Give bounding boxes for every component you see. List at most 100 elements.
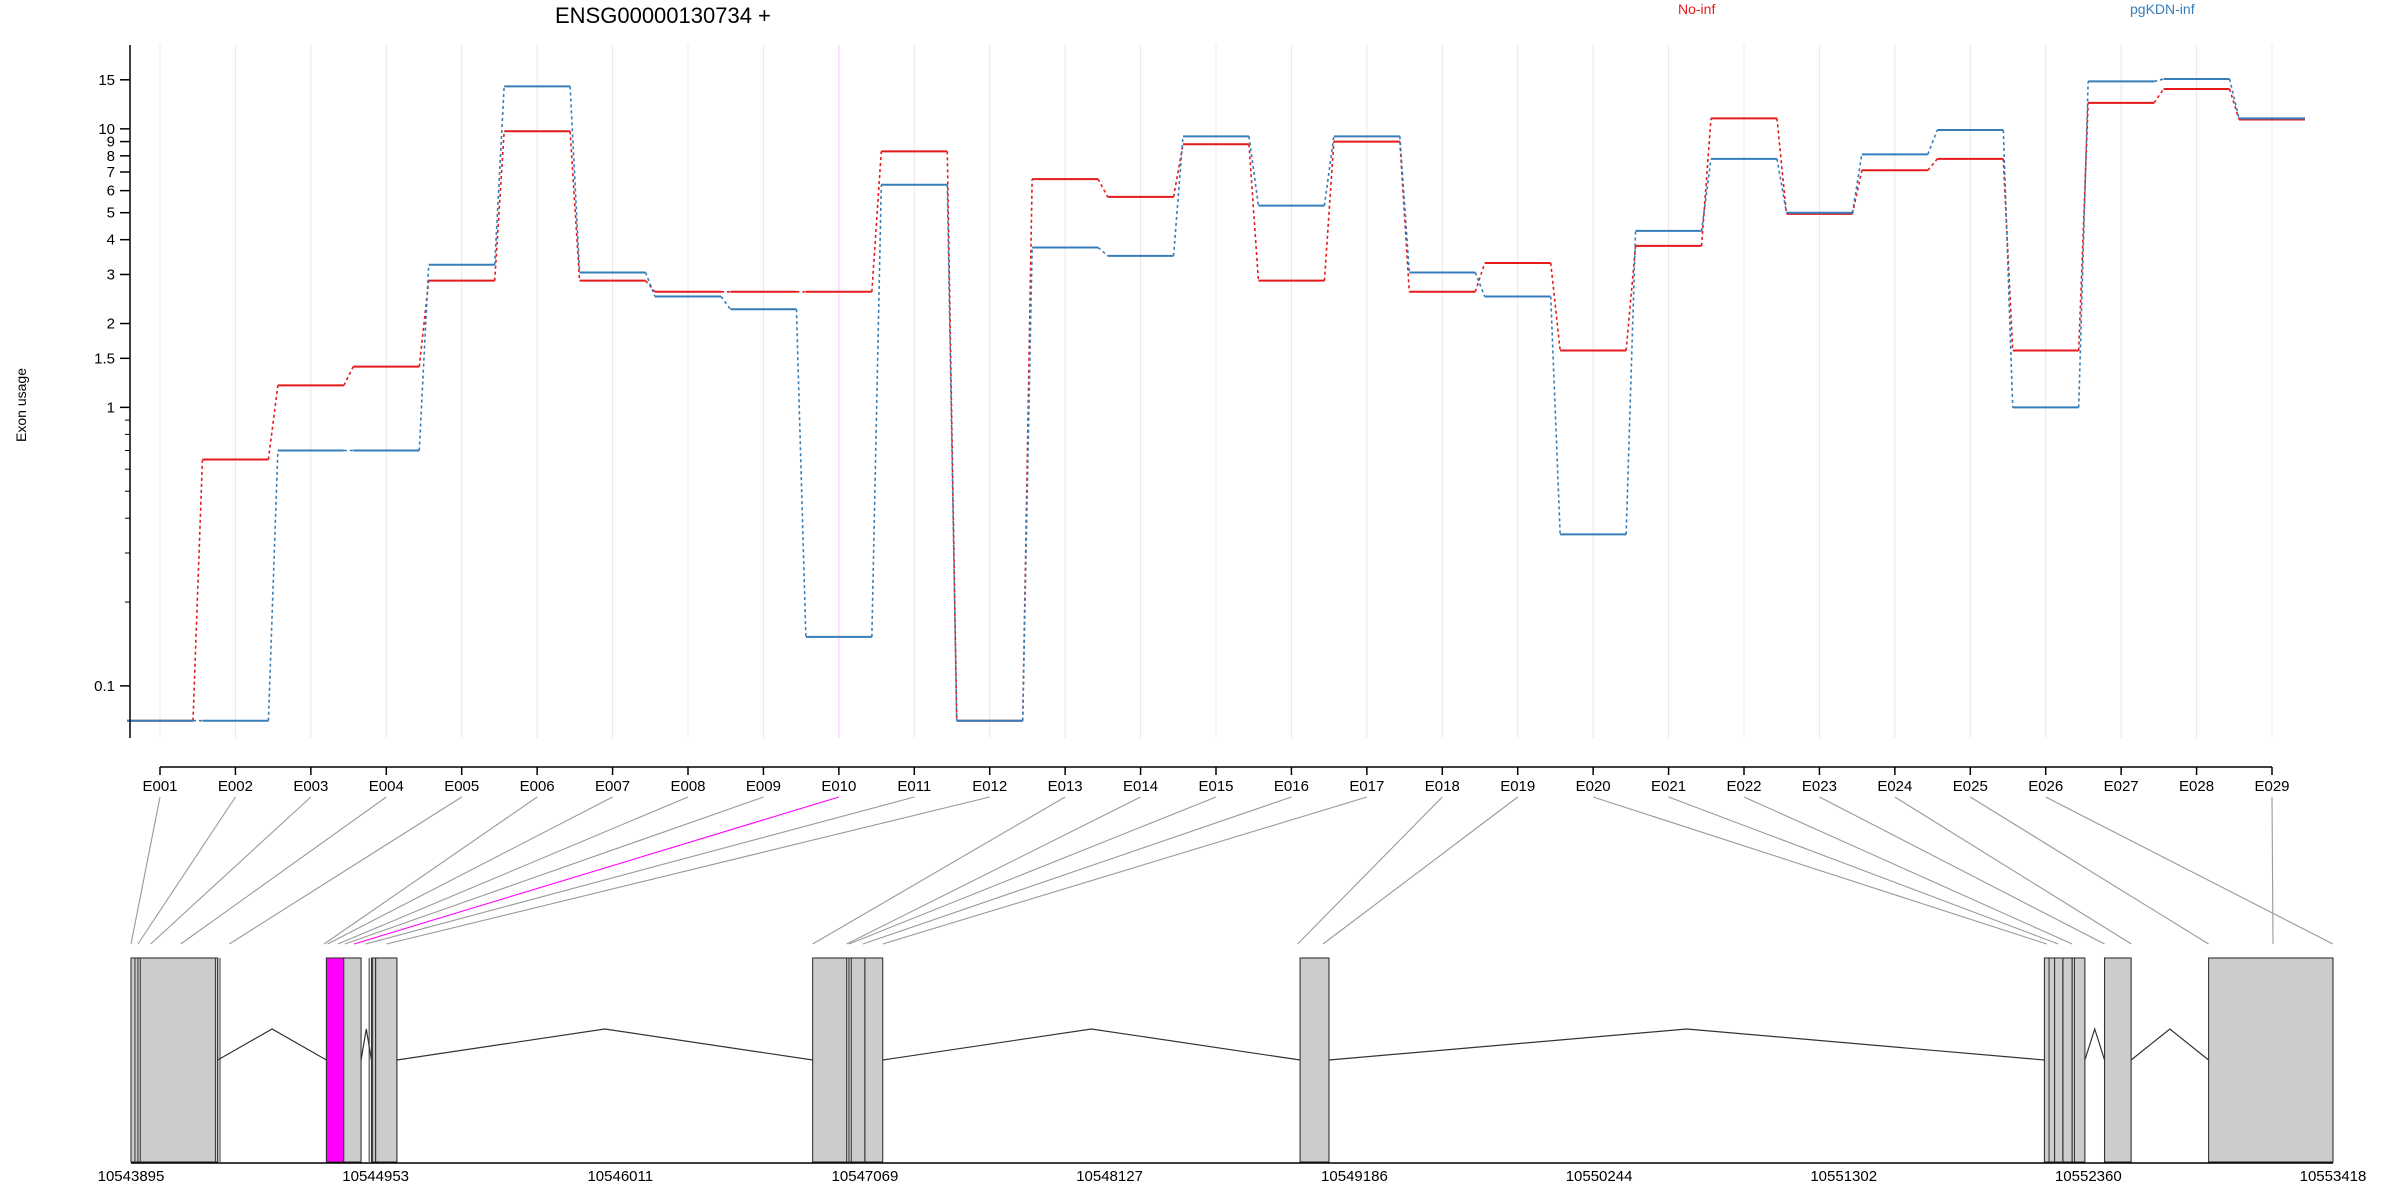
exon-connector — [812, 796, 1066, 945]
genomic-tick-label: 10551302 — [1810, 1168, 1877, 1185]
connecting-step — [1097, 178, 1109, 198]
genomic-tick-label: 10553418 — [2300, 1168, 2367, 1185]
connecting-step — [644, 272, 656, 297]
x-tick-label: E012 — [972, 778, 1007, 795]
exon-connector — [882, 796, 1368, 945]
connecting-step — [267, 385, 279, 460]
x-tick-label: E023 — [1802, 778, 1837, 795]
x-tick-label: E025 — [1953, 778, 1988, 795]
exon-block — [2208, 957, 2334, 1163]
exon-connector — [1969, 796, 2209, 945]
intron-line — [217, 1028, 327, 1061]
x-tick-label: E003 — [293, 778, 328, 795]
connecting-step — [1097, 246, 1109, 257]
connecting-step — [2002, 158, 2014, 351]
genomic-coordinate-axis: 10543895 10544953 10546011 10547069 10548127… — [98, 1162, 2367, 1185]
connecting-step — [1248, 144, 1260, 281]
connecting-step — [1172, 136, 1184, 256]
legend-no-inf: No-inf — [1678, 1, 1715, 17]
intron-line — [2130, 1028, 2209, 1061]
x-tick-label: E021 — [1651, 778, 1686, 795]
genomic-tick-label: 10552360 — [2055, 1168, 2122, 1185]
series-lines — [127, 77, 2305, 722]
y-tick-label: 8 — [107, 148, 115, 165]
exon-block — [2103, 957, 2132, 1163]
exon-connector — [137, 796, 236, 945]
intron-line — [882, 1028, 1301, 1061]
y-tick-label: 3 — [107, 266, 115, 283]
connecting-step — [343, 366, 354, 386]
exon-connector — [180, 796, 387, 945]
connecting-step — [493, 86, 505, 265]
connecting-step — [569, 86, 581, 273]
exon-connector — [2271, 796, 2274, 945]
x-tick-label: E024 — [1877, 778, 1912, 795]
legend-pgkdn-inf: pgKDN-inf — [2130, 1, 2195, 17]
genomic-tick-label: 10544953 — [342, 1168, 409, 1185]
exon-connector — [327, 796, 613, 945]
highlighted-exon-block — [325, 957, 345, 1163]
y-tick-label: 0.1 — [94, 678, 115, 695]
x-tick-label: E009 — [746, 778, 781, 795]
exon-block — [2071, 957, 2086, 1163]
x-tick-label: E017 — [1349, 778, 1384, 795]
exon-block — [2054, 957, 2064, 1163]
y-tick-label: 1 — [107, 399, 115, 416]
exon-connector — [862, 796, 1292, 945]
connecting-step — [795, 309, 807, 637]
exon-connector — [228, 796, 463, 945]
connecting-step — [2077, 81, 2089, 408]
intron-line — [1328, 1028, 2045, 1061]
connecting-step — [2077, 102, 2089, 351]
y-tick-label: 7 — [107, 164, 115, 181]
connecting-step — [1021, 247, 1033, 721]
exon-block — [812, 957, 866, 1163]
connecting-step — [1700, 158, 1712, 232]
exon-block — [375, 957, 398, 1163]
exon-block — [1299, 957, 1330, 1163]
connecting-step — [1323, 141, 1335, 281]
x-tick-label: E027 — [2104, 778, 2139, 795]
connecting-step — [2153, 78, 2164, 83]
exon-connector — [150, 796, 312, 945]
connecting-step — [1927, 158, 1938, 171]
vertical-gridlines — [159, 45, 2273, 738]
connecting-step — [1399, 136, 1411, 273]
genomic-tick-label: 10547069 — [832, 1168, 899, 1185]
x-tick-label: E008 — [670, 778, 705, 795]
x-axis: E001 E002 E003 E004 E005 E006 E007 E008 E009 E010… — [142, 766, 2290, 795]
connecting-step — [2228, 78, 2240, 119]
exon-connector — [353, 796, 840, 945]
exon-connector — [1297, 796, 1443, 945]
exon-connector — [1668, 796, 2059, 945]
exon-connector-lines — [130, 796, 2334, 945]
exon-block — [343, 957, 362, 1163]
y-tick-label: 4 — [107, 232, 115, 249]
exon-connector — [846, 796, 1141, 945]
exon-block — [370, 957, 377, 1163]
exon-connector — [337, 796, 689, 945]
exon-connector — [386, 796, 990, 945]
connecting-step — [1474, 272, 1486, 297]
y-tick-label: 6 — [107, 183, 115, 200]
connecting-step — [946, 151, 958, 721]
connecting-step — [1851, 154, 1863, 213]
genomic-tick-label: 10546011 — [587, 1168, 653, 1185]
connecting-step — [946, 184, 958, 721]
y-tick-label: 2 — [107, 316, 115, 333]
connecting-step — [1549, 262, 1561, 351]
x-tick-label: E018 — [1425, 778, 1460, 795]
y-tick-label: 9 — [107, 134, 115, 151]
exon-block — [130, 957, 219, 1163]
chart-title: ENSG00000130734 + — [555, 3, 771, 28]
x-tick-label: E001 — [142, 778, 177, 795]
connecting-step — [418, 280, 430, 367]
exon-connector — [1592, 796, 2047, 945]
x-tick-label: E015 — [1198, 778, 1233, 795]
connecting-step — [192, 459, 204, 721]
intron-line — [2084, 1027, 2106, 1061]
x-tick-label: E028 — [2179, 778, 2214, 795]
connecting-step — [1549, 296, 1561, 535]
exon-block — [864, 957, 884, 1163]
